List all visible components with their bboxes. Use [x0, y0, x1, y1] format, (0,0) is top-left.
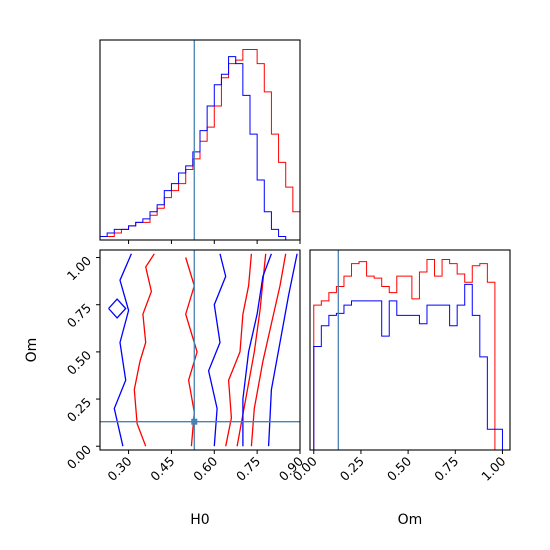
contour-red-1	[185, 257, 198, 447]
contour-ytick-label: 0.75	[64, 300, 94, 330]
om-marginal-ticks: 0.00 0.25 0.50 0.75 1.00	[290, 450, 509, 484]
contour-ytick-label: 1.00	[64, 253, 94, 283]
om-xtick-label: 1.00	[478, 453, 508, 483]
contour-blue-1	[108, 298, 127, 319]
panel-h0-om-contour: 0.30 0.45 0.60 0.75 0.900.000.250.500.751.00	[64, 249, 306, 484]
contour-ytick-label: 0.50	[64, 347, 94, 377]
h0-marginal-frame	[99, 39, 301, 241]
contour-ytick-label: 0.25	[64, 395, 94, 425]
contour-red-0	[133, 253, 155, 447]
contour-blue-0	[113, 253, 132, 447]
contour-xtick-label: 0.30	[104, 453, 134, 483]
contour-blue-3	[242, 253, 273, 447]
contour-blue-4	[267, 253, 298, 447]
x-axis-label-om: Om	[398, 512, 423, 528]
contour-frame	[99, 249, 301, 451]
contour-series	[100, 250, 300, 450]
x-axis-label-h0: H0	[190, 512, 209, 528]
h0-marginal-ticks	[128, 240, 301, 244]
h0-histogram-series	[99, 40, 301, 241]
contour-truth-marker	[191, 418, 198, 425]
y-axis-label-om: Om	[24, 338, 40, 363]
om-histogram-series	[313, 250, 503, 451]
panel-h0-marginal	[99, 39, 301, 244]
contour-xtick-label: 0.60	[190, 453, 220, 483]
om-xtick-label: 0.50	[384, 453, 414, 483]
contour-xtick-label: 0.75	[233, 454, 263, 484]
contour-red-3	[250, 253, 287, 447]
contour-lines	[108, 253, 298, 447]
om-xtick-label: 0.25	[337, 454, 367, 484]
om-marginal-frame	[309, 249, 511, 451]
contour-blue-2	[207, 253, 227, 447]
om-xtick-label: 0.75	[431, 454, 461, 484]
om-hist-red	[313, 259, 503, 451]
contour-xtick-label: 0.45	[147, 454, 177, 484]
panel-om-marginal: 0.00 0.25 0.50 0.75 1.00	[290, 249, 511, 484]
om-hist-blue	[313, 283, 503, 450]
h0-hist-blue	[99, 56, 300, 241]
contour-ytick-label: 0.00	[64, 442, 94, 472]
contour-red-2	[225, 253, 253, 447]
